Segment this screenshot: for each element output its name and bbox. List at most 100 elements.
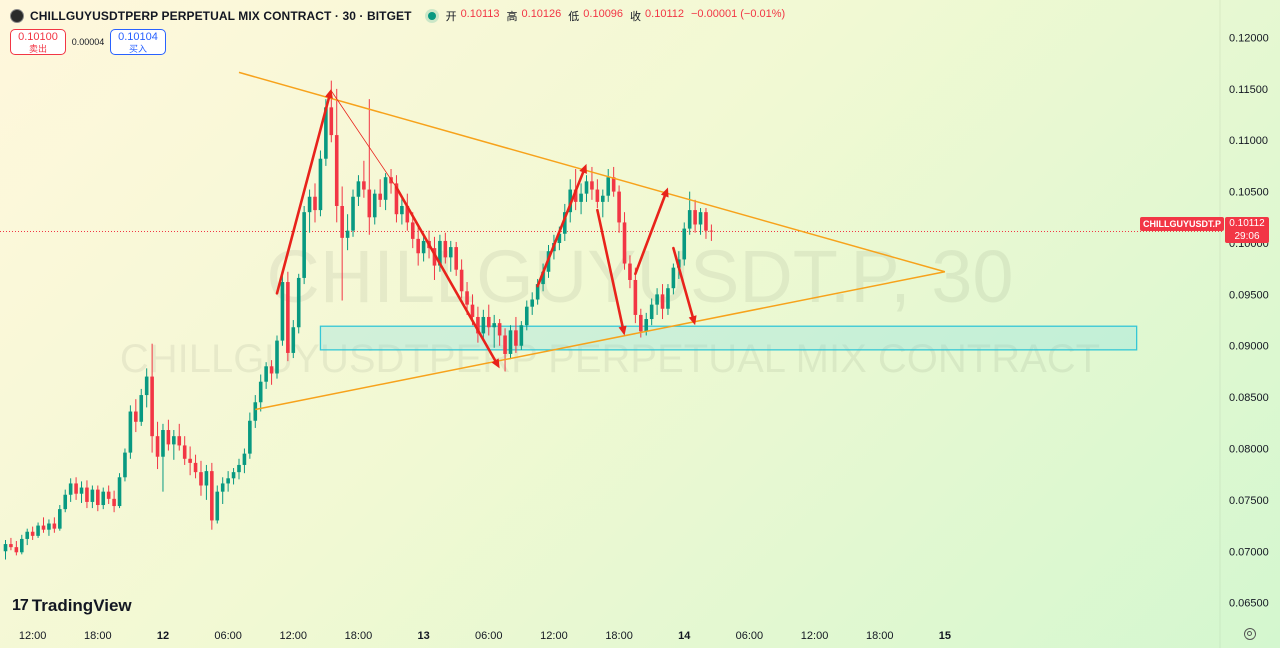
ohlc-high-value: 0.10126 bbox=[521, 8, 562, 20]
candle-body bbox=[193, 462, 198, 473]
candle-body bbox=[687, 210, 692, 229]
price-tick-label: 0.10500 bbox=[1229, 187, 1269, 199]
candle-body bbox=[237, 464, 241, 473]
candle bbox=[541, 263, 545, 292]
support-zone[interactable] bbox=[319, 325, 1138, 351]
candle-body bbox=[210, 471, 214, 521]
candle-body bbox=[383, 177, 388, 200]
price-tick-label: 0.09500 bbox=[1229, 289, 1269, 301]
candle-body bbox=[519, 325, 524, 346]
candle-body bbox=[324, 107, 328, 159]
settings-icon[interactable] bbox=[1244, 628, 1256, 640]
candle bbox=[709, 224, 714, 241]
candle-body bbox=[356, 181, 361, 197]
time-tick-label: 18:00 bbox=[345, 630, 373, 642]
candle-body bbox=[606, 177, 611, 196]
price-tick-label: 0.07000 bbox=[1229, 546, 1269, 558]
watermark-line2: CHILLGUYUSDTPERP PERPETUAL MIX CONTRACT bbox=[120, 337, 1100, 381]
price-axis[interactable]: 0.120000.115000.110000.105000.100000.095… bbox=[1229, 32, 1269, 609]
candle-body bbox=[682, 228, 687, 260]
candle bbox=[182, 436, 187, 465]
candle bbox=[383, 173, 388, 211]
candle-body bbox=[601, 195, 605, 202]
candle bbox=[258, 374, 263, 412]
ohlc-values: 开 0.10113 高 0.10126 低 0.10096 收 0.10112 −0.0… bbox=[446, 8, 789, 24]
candle bbox=[530, 292, 535, 315]
support-zone-box bbox=[319, 325, 1138, 351]
symbol-title[interactable]: CHILLGUYUSDTPERP PERPETUAL MIX CONTRACT … bbox=[30, 9, 412, 23]
candle bbox=[150, 343, 154, 453]
buy-button[interactable]: 0.10104 买入 bbox=[110, 29, 166, 55]
candle bbox=[568, 179, 573, 223]
candle bbox=[231, 468, 236, 485]
candle-body bbox=[41, 525, 46, 530]
ohlc-high-label: 高 bbox=[506, 11, 518, 23]
candle-body bbox=[345, 230, 350, 238]
candle-body bbox=[378, 193, 382, 200]
time-tick-label: 13 bbox=[417, 630, 429, 642]
drawing-annotations[interactable] bbox=[238, 71, 946, 411]
watermark-line1: CHILLGUYUSDT.P, 30 bbox=[266, 235, 1013, 318]
candle bbox=[264, 362, 268, 389]
candle-body bbox=[362, 181, 366, 190]
candle-body bbox=[144, 376, 149, 396]
trend-arrow-head bbox=[688, 315, 697, 326]
candle bbox=[524, 300, 529, 331]
candle-body bbox=[389, 177, 393, 184]
candle-body bbox=[166, 430, 171, 445]
candle-body bbox=[568, 189, 573, 213]
candle bbox=[318, 150, 323, 217]
candle-body bbox=[611, 177, 616, 192]
candle bbox=[106, 485, 111, 504]
candle-body bbox=[291, 327, 296, 353]
candle-body bbox=[248, 420, 252, 454]
candle-body bbox=[182, 445, 187, 459]
candle-body bbox=[367, 189, 372, 218]
candle-body bbox=[639, 314, 643, 332]
candle-body bbox=[351, 196, 355, 231]
candle-body bbox=[334, 135, 339, 206]
candle bbox=[242, 448, 247, 474]
candle bbox=[611, 166, 616, 197]
candle bbox=[698, 208, 703, 235]
candle bbox=[215, 485, 220, 524]
triangle-upper-trendline bbox=[238, 71, 946, 273]
candle-body bbox=[329, 107, 334, 136]
trend-arrow bbox=[634, 187, 669, 276]
sell-button[interactable]: 0.10100 卖出 bbox=[10, 29, 66, 55]
candle-body bbox=[307, 196, 312, 213]
tradingview-logo[interactable]: ⁠17 TradingView bbox=[12, 596, 132, 616]
candle-body bbox=[671, 267, 676, 289]
time-axis[interactable]: 12:00 18:00 12 06:00 12:00 18:00 13 06:00 12:00 1… bbox=[19, 630, 951, 642]
trend-arrow-shaft bbox=[672, 246, 695, 321]
thin-trend-line bbox=[330, 90, 397, 188]
ohlc-low-value: 0.10096 bbox=[583, 8, 624, 20]
candle-body bbox=[595, 189, 600, 202]
trend-arrow-shaft bbox=[634, 191, 668, 276]
candle bbox=[519, 321, 524, 350]
candle bbox=[492, 314, 496, 348]
candle-body bbox=[25, 531, 30, 539]
price-tick-label: 0.06500 bbox=[1229, 598, 1269, 610]
candle-body bbox=[30, 531, 35, 536]
trend-arrow-shaft bbox=[395, 186, 498, 365]
candle-body bbox=[660, 294, 665, 309]
candle-body bbox=[497, 323, 502, 336]
candle bbox=[497, 319, 502, 346]
candle bbox=[220, 477, 225, 504]
candle bbox=[79, 481, 84, 503]
candle-body bbox=[19, 538, 24, 553]
candle-body bbox=[68, 483, 73, 495]
sell-price: 0.10100 bbox=[18, 31, 58, 43]
candle bbox=[117, 473, 122, 509]
candle bbox=[481, 309, 486, 341]
candle-body bbox=[443, 240, 448, 258]
candle bbox=[226, 471, 230, 492]
candle-body bbox=[698, 212, 703, 225]
time-tick-label: 12:00 bbox=[540, 630, 568, 642]
candle bbox=[58, 505, 62, 531]
candle-body bbox=[372, 193, 377, 218]
candle-body bbox=[470, 304, 475, 317]
candle bbox=[617, 185, 621, 233]
